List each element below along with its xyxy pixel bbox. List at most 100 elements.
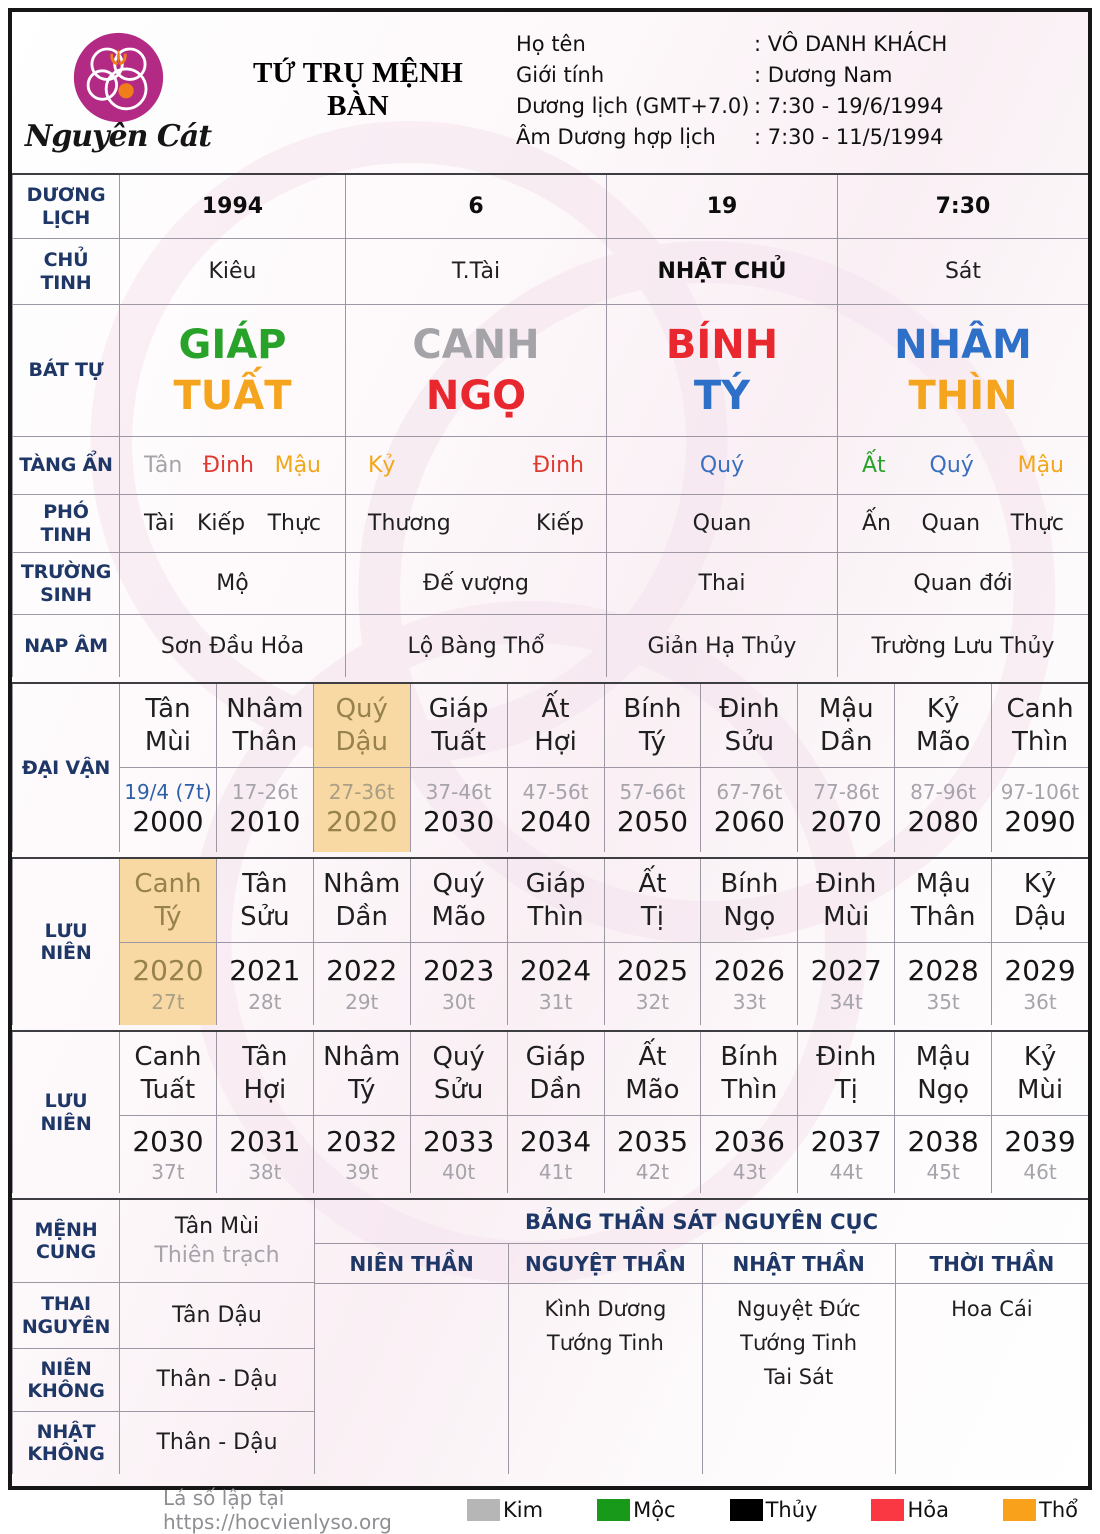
luunien-year[interactable]: 2037 44t: [797, 1116, 894, 1193]
row-duong-lich: DƯƠNG LỊCH 1994 6 19 7:30: [12, 175, 1088, 239]
col-nguyet-than: NGUYỆT THẦN: [508, 1244, 701, 1283]
luunien-year[interactable]: 2029 36t: [991, 943, 1088, 1025]
luunien-year[interactable]: 2032 39t: [312, 1116, 410, 1193]
luunien-pillar[interactable]: Ất Mão: [603, 1032, 701, 1116]
chu-tinh-month: T.Tài: [345, 239, 606, 304]
daivan-period[interactable]: 97-106t 2090: [991, 768, 1088, 852]
luunien-pillar[interactable]: Nhâm Dần: [312, 859, 410, 943]
luunien-year[interactable]: 2034 41t: [506, 1116, 604, 1193]
luunien-pillar[interactable]: Quý Sửu: [409, 1032, 507, 1116]
pillar-month: CANH NGỌ: [345, 305, 606, 436]
thai-nguyen-value: Tân Dậu: [119, 1283, 314, 1348]
luunien-year[interactable]: 2024 31t: [506, 943, 604, 1025]
life-stage-day: Thai: [606, 553, 837, 614]
luunien-year[interactable]: 2039 46t: [991, 1116, 1088, 1193]
daivan-pillar[interactable]: Kỷ Mão: [894, 684, 992, 768]
daivan-period[interactable]: 17-26t 2010: [215, 768, 313, 852]
legend-hoa: Hỏa: [871, 1498, 949, 1522]
bottom-section: MỆNH CUNG Tân Mùi Thiên trạch THAI NGUYÊ…: [12, 1198, 1088, 1474]
luunien-year[interactable]: 2031 38t: [215, 1116, 313, 1193]
daivan-period[interactable]: 87-96t 2080: [894, 768, 991, 852]
luunien-pillar[interactable]: Bính Ngọ: [700, 859, 798, 943]
luunien-pillar[interactable]: Tân Hợi: [215, 1032, 313, 1116]
luunien-pillar[interactable]: Đinh Tị: [797, 1032, 895, 1116]
daivan-period[interactable]: 19/4 (7t) 2000: [119, 768, 216, 852]
luunien-year[interactable]: 2023 30t: [409, 943, 507, 1025]
luunien-pillar-selected[interactable]: Canh Tý: [119, 859, 216, 943]
luunien-pillar[interactable]: Kỷ Dậu: [991, 859, 1088, 943]
stem: BÍNH: [665, 321, 779, 368]
luunien-year[interactable]: 2025 32t: [603, 943, 701, 1025]
luunien-year[interactable]: 2027 34t: [797, 943, 894, 1025]
info-label: Âm Dương hợp lịch: [516, 125, 716, 149]
daivan-pillar[interactable]: Đinh Sửu: [700, 684, 798, 768]
luunien-pillar[interactable]: Canh Tuất: [119, 1032, 216, 1116]
luunien-pillar[interactable]: Nhâm Tý: [312, 1032, 410, 1116]
luunien-pillar[interactable]: Tân Sửu: [215, 859, 313, 943]
than-sat-cell-thoi: Hoa Cái: [894, 1284, 1088, 1474]
daivan-period[interactable]: 37-46t 2030: [409, 768, 507, 852]
info-value: : Dương Nam: [754, 63, 893, 87]
menh-cung-value: Tân Mùi Thiên trạch: [119, 1200, 314, 1283]
daivan-period[interactable]: 47-56t 2040: [506, 768, 604, 852]
daivan-pillar[interactable]: Bính Tý: [603, 684, 701, 768]
branch: TUẤT: [173, 373, 292, 420]
daivan-pillar[interactable]: Tân Mùi: [119, 684, 216, 768]
hidden-stems-hour: Ất Quý Mậu: [837, 437, 1088, 494]
header: Nguyên Cát TỨ TRỤ MỆNH BÀN Họ tên : VÔ D…: [12, 12, 1088, 168]
luunien-year[interactable]: 2021 28t: [215, 943, 313, 1025]
info-value: : VÔ DANH KHÁCH: [754, 32, 948, 56]
row-tang-an: TÀNG ẨN Tân Đinh Mậu Kỷ Đinh Quý Ất Quý …: [12, 437, 1088, 495]
luunien-pillar[interactable]: Giáp Dần: [506, 1032, 604, 1116]
luunien-pillar[interactable]: Bính Thìn: [700, 1032, 798, 1116]
luunien-year[interactable]: 2026 33t: [700, 943, 797, 1025]
info-row-lunar-date: Âm Dương hợp lịch : 7:30 - 11/5/1994: [516, 122, 1088, 153]
luunien-pillar[interactable]: Kỷ Mùi: [991, 1032, 1088, 1116]
daivan-period[interactable]: 77-86t 2070: [797, 768, 894, 852]
luunien-pillar[interactable]: Mậu Thân: [894, 859, 992, 943]
palace-summary: MỆNH CUNG Tân Mùi Thiên trạch THAI NGUYÊ…: [12, 1200, 314, 1474]
daivan-period-selected[interactable]: 27-36t 2020: [312, 768, 410, 852]
nap-am-year: Sơn Đầu Hỏa: [119, 615, 345, 677]
luunien-year[interactable]: 2038 45t: [894, 1116, 991, 1193]
hidden-stems-day: Quý: [606, 437, 837, 494]
than-sat-cell-nguyet: Kình Dương Tướng Tinh: [508, 1284, 701, 1474]
luunien-year[interactable]: 2030 37t: [119, 1116, 216, 1193]
luunien-pillar[interactable]: Mậu Ngọ: [894, 1032, 992, 1116]
row-truong-sinh: TRƯỜNG SINH Mộ Đế vượng Thai Quan đới: [12, 553, 1088, 615]
luunien-year[interactable]: 2028 35t: [894, 943, 991, 1025]
luunien-year[interactable]: 2033 40t: [409, 1116, 507, 1193]
luunien-year[interactable]: 2036 43t: [700, 1116, 797, 1193]
chu-tinh-day: NHẬT CHỦ: [606, 239, 837, 304]
moc-color-swatch: [597, 1499, 631, 1521]
luunien-pillar[interactable]: Ất Tị: [603, 859, 701, 943]
menh-cung-sub: Thiên trạch: [154, 1243, 280, 1269]
row-bat-tu: BÁT TỰ GIÁP TUẤT CANH NGỌ BÍNH TÝ NHÂM T…: [12, 305, 1088, 437]
nap-am-hour: Trường Lưu Thủy: [837, 615, 1088, 677]
luunien-year-selected[interactable]: 2020 27t: [119, 943, 216, 1025]
legend-tho: Thổ: [1003, 1498, 1078, 1522]
stem: NHÂM: [894, 321, 1032, 368]
luunien-year[interactable]: 2022 29t: [312, 943, 410, 1025]
row-label: TÀNG ẨN: [12, 437, 119, 494]
daivan-pillar[interactable]: Giáp Tuất: [409, 684, 507, 768]
row-label: PHÓ TINH: [12, 495, 119, 552]
legend-moc: Mộc: [597, 1498, 676, 1522]
daivan-pillar[interactable]: Mậu Dần: [797, 684, 895, 768]
luunien-year[interactable]: 2035 42t: [603, 1116, 701, 1193]
info-label: Dương lịch (GMT+7.0): [516, 94, 750, 118]
daivan-pillar[interactable]: Nhâm Thân: [215, 684, 313, 768]
daivan-pillar-selected[interactable]: Quý Dậu: [312, 684, 410, 768]
luunien-pillar[interactable]: Giáp Thìn: [506, 859, 604, 943]
luunien-pillar[interactable]: Quý Mão: [409, 859, 507, 943]
luunien-pillar[interactable]: Đinh Mùi: [797, 859, 895, 943]
daivan-period[interactable]: 67-76t 2060: [700, 768, 797, 852]
source-link[interactable]: Lá số lập tại https://hocvienlyso.org: [163, 1486, 392, 1534]
daivan-pillar[interactable]: Canh Thìn: [991, 684, 1088, 768]
legend-kim: Kim: [467, 1498, 543, 1522]
daivan-pillar[interactable]: Ất Hợi: [506, 684, 604, 768]
brand-name: Nguyên Cát: [24, 119, 212, 154]
daivan-period[interactable]: 57-66t 2050: [603, 768, 701, 852]
brand-logo[interactable]: Nguyên Cát: [12, 26, 224, 154]
pillars-table: DƯƠNG LỊCH 1994 6 19 7:30 CHỦ TINH Kiêu …: [12, 173, 1088, 677]
